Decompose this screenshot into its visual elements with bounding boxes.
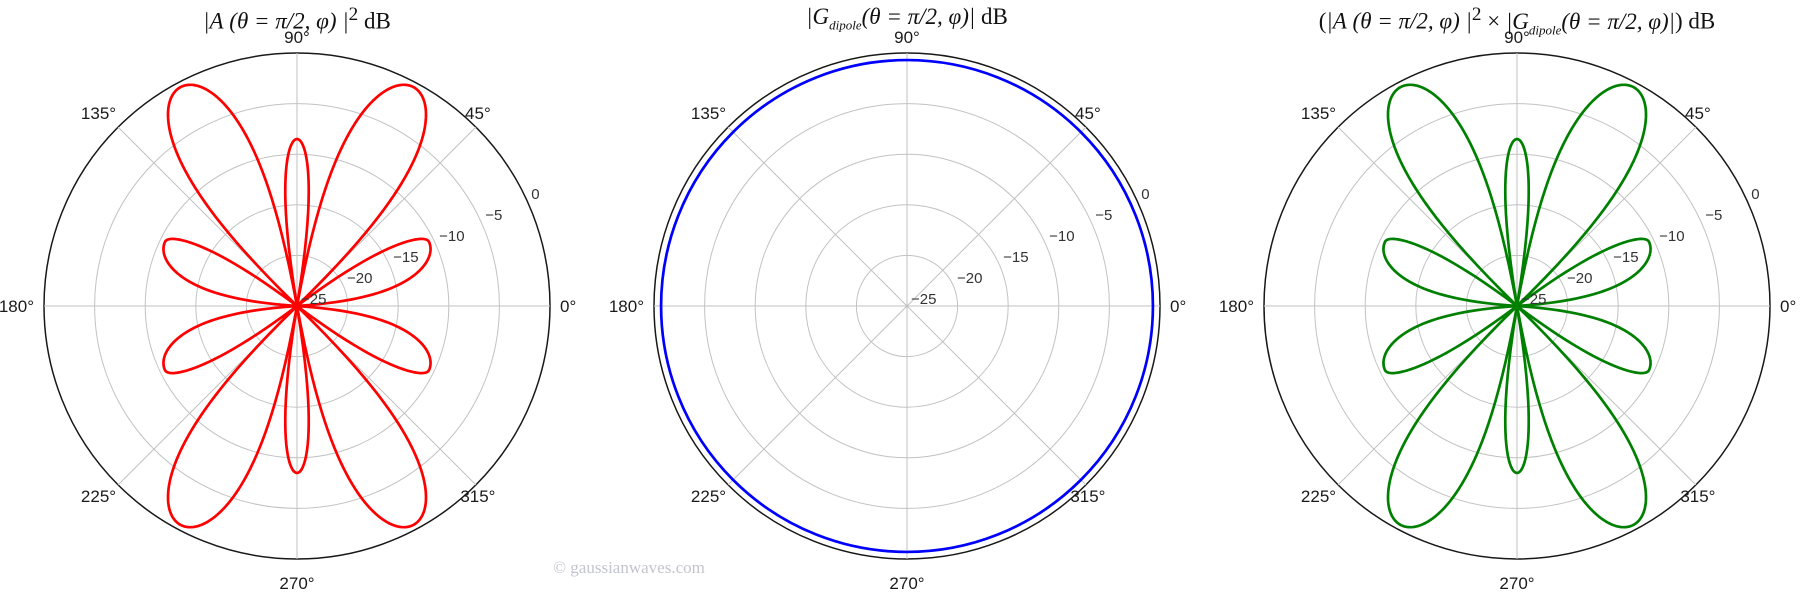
svg-text:315°: 315° [460, 487, 495, 506]
svg-text:135°: 135° [691, 104, 726, 123]
svg-text:−25: −25 [301, 291, 326, 308]
svg-text:−25: −25 [911, 291, 936, 308]
svg-text:−20: −20 [1567, 270, 1592, 287]
svg-text:−20: −20 [957, 270, 982, 287]
svg-text:270°: 270° [1499, 574, 1534, 593]
svg-text:−20: −20 [347, 270, 372, 287]
svg-text:0°: 0° [1170, 297, 1186, 316]
svg-text:0: 0 [1751, 186, 1759, 203]
svg-text:225°: 225° [691, 487, 726, 506]
svg-text:−5: −5 [485, 207, 502, 224]
svg-text:−10: −10 [1659, 228, 1684, 245]
svg-text:0: 0 [531, 186, 539, 203]
svg-text:0°: 0° [560, 297, 576, 316]
svg-text:225°: 225° [1301, 487, 1336, 506]
svg-text:−15: −15 [393, 249, 418, 266]
svg-text:270°: 270° [889, 574, 924, 593]
svg-text:45°: 45° [465, 104, 491, 123]
svg-text:−10: −10 [439, 228, 464, 245]
svg-text:315°: 315° [1070, 487, 1105, 506]
svg-text:45°: 45° [1685, 104, 1711, 123]
svg-text:180°: 180° [609, 297, 644, 316]
svg-text:−15: −15 [1003, 249, 1028, 266]
svg-text:−5: −5 [1095, 207, 1112, 224]
svg-text:135°: 135° [1301, 104, 1336, 123]
svg-text:−10: −10 [1049, 228, 1074, 245]
svg-text:0°: 0° [1780, 297, 1796, 316]
svg-text:−15: −15 [1613, 249, 1638, 266]
svg-text:0: 0 [1141, 186, 1149, 203]
svg-text:45°: 45° [1075, 104, 1101, 123]
svg-text:225°: 225° [81, 487, 116, 506]
svg-text:270°: 270° [279, 574, 314, 593]
svg-text:180°: 180° [0, 297, 34, 316]
svg-text:−5: −5 [1705, 207, 1722, 224]
svg-text:180°: 180° [1219, 297, 1254, 316]
svg-text:315°: 315° [1680, 487, 1715, 506]
svg-text:135°: 135° [81, 104, 116, 123]
svg-text:−25: −25 [1521, 291, 1546, 308]
